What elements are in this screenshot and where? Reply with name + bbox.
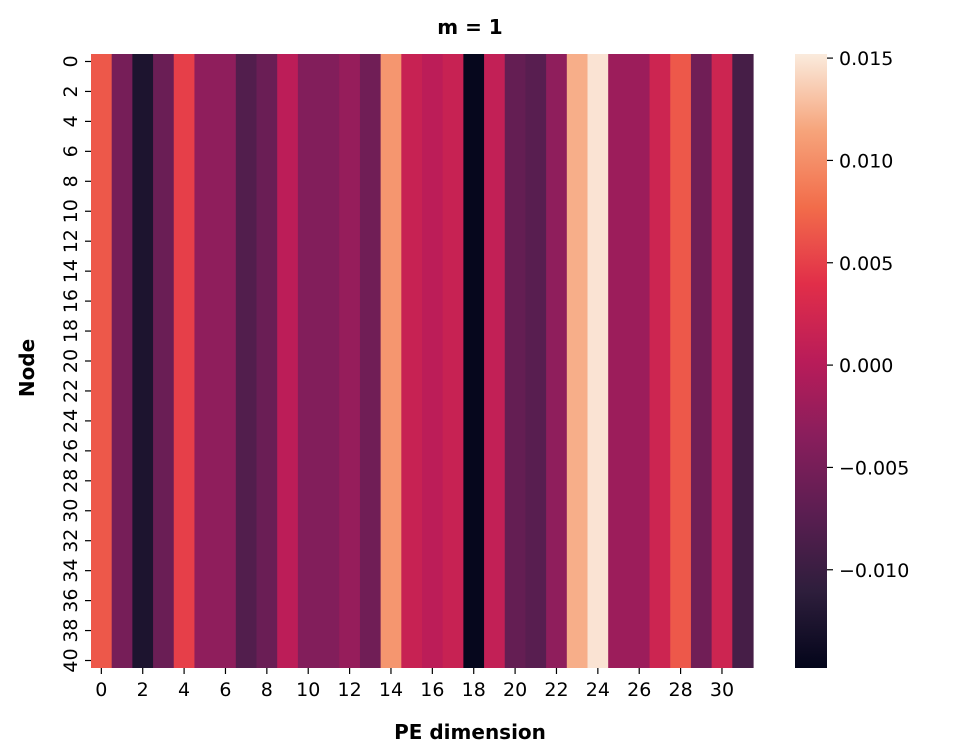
colorbar-tick-label: −0.005 <box>839 457 909 479</box>
y-tick-label: 30 <box>60 499 82 523</box>
heatmap-column <box>401 54 423 668</box>
x-axis-label: PE dimension <box>394 720 546 744</box>
y-tick-label: 2 <box>60 85 82 97</box>
y-tick-label: 28 <box>60 469 82 493</box>
x-tick-label: 12 <box>337 679 361 701</box>
heatmap-column <box>546 54 568 668</box>
heatmap-column <box>670 54 692 668</box>
x-tick-label: 10 <box>296 679 320 701</box>
x-tick-label: 18 <box>462 679 486 701</box>
colorbar-tick-label: −0.010 <box>839 560 909 582</box>
heatmap-column <box>318 54 340 668</box>
y-tick-label: 22 <box>60 379 82 403</box>
y-tick-label: 32 <box>60 529 82 553</box>
x-tick-label: 24 <box>586 679 610 701</box>
y-tick-label: 36 <box>60 589 82 613</box>
heatmap-column <box>235 54 258 668</box>
colorbar-tick-label: 0.010 <box>839 150 893 172</box>
x-tick-label: 26 <box>627 679 651 701</box>
x-tick-label: 6 <box>219 679 231 701</box>
heatmap-column <box>215 54 237 668</box>
heatmap-column <box>628 54 651 668</box>
heatmap-column <box>566 54 589 668</box>
x-tick-label: 20 <box>503 679 527 701</box>
colorbar <box>795 54 827 668</box>
heatmap-column <box>649 54 671 668</box>
heatmap-column <box>711 54 733 668</box>
heatmap-column <box>422 54 444 668</box>
y-tick-label: 20 <box>60 349 82 373</box>
y-tick-label: 16 <box>60 289 82 313</box>
y-axis-label: Node <box>15 339 39 397</box>
y-tick-label: 40 <box>60 648 82 672</box>
x-tick-label: 2 <box>137 679 149 701</box>
x-tick-label: 30 <box>710 679 734 701</box>
x-tick-label: 8 <box>261 679 273 701</box>
y-tick-label: 18 <box>60 319 82 343</box>
heatmap-column <box>587 54 609 668</box>
heatmap-column <box>525 54 547 668</box>
heatmap-column <box>380 54 402 668</box>
y-tick-label: 14 <box>60 259 82 283</box>
colorbar-tick-label: 0.005 <box>839 253 893 275</box>
heatmap-column <box>132 54 154 668</box>
colorbar-tick-label: 0.000 <box>839 355 893 377</box>
heatmap-column <box>732 54 754 668</box>
heatmap-column <box>484 54 506 668</box>
heatmap-column <box>173 54 196 668</box>
y-tick-label: 26 <box>60 439 82 463</box>
y-tick-label: 0 <box>60 55 82 67</box>
heatmap-column <box>111 54 133 668</box>
heatmap-column <box>608 54 630 668</box>
x-tick-label: 14 <box>379 679 403 701</box>
y-tick-label: 38 <box>60 618 82 642</box>
heatmap-cells <box>91 54 754 668</box>
heatmap-column <box>277 54 299 668</box>
y-tick-label: 24 <box>60 409 82 433</box>
heatmap-column <box>339 54 361 668</box>
heatmap-column <box>442 54 464 668</box>
heatmap-column <box>463 54 485 668</box>
heatmap-column <box>153 54 175 668</box>
y-tick-label: 8 <box>60 175 82 187</box>
x-axis-ticks: 0 2 4 6 8 10 12 14 16 18 20 22 24 26 28 30 <box>95 668 734 701</box>
x-tick-label: 16 <box>420 679 444 701</box>
x-tick-label: 22 <box>544 679 568 701</box>
y-tick-label: 6 <box>60 145 82 157</box>
y-tick-label: 10 <box>60 199 82 223</box>
heatmap-column <box>91 54 113 668</box>
x-tick-label: 4 <box>178 679 190 701</box>
heatmap-column <box>297 54 320 668</box>
heatmap-column <box>194 54 216 668</box>
x-tick-label: 28 <box>668 679 692 701</box>
y-tick-label: 34 <box>60 559 82 583</box>
heatmap-column <box>504 54 527 668</box>
heatmap-column <box>256 54 278 668</box>
x-tick-label: 0 <box>95 679 107 701</box>
chart-title: m = 1 <box>437 15 502 39</box>
heatmap-column <box>690 54 713 668</box>
colorbar-tick-label: 0.015 <box>839 48 893 70</box>
y-tick-label: 4 <box>60 115 82 127</box>
heatmap-column <box>359 54 382 668</box>
colorbar-ticks: 0.015 0.010 0.005 0.000 −0.005 −0.010 <box>827 48 909 582</box>
y-tick-label: 12 <box>60 229 82 253</box>
